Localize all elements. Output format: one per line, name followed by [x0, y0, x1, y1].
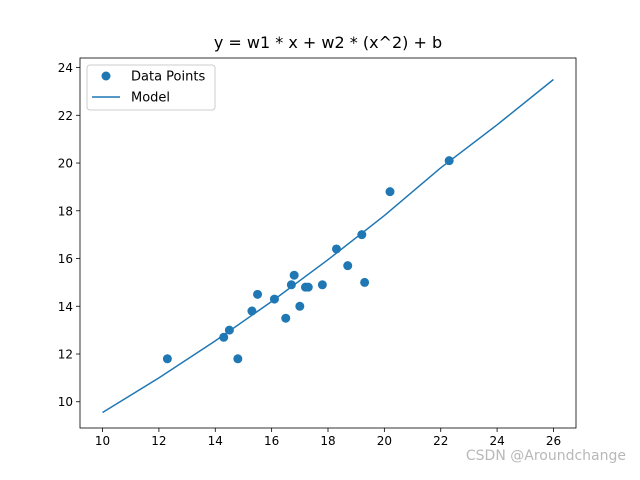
- data-point: [269, 294, 279, 304]
- x-tick-label: 14: [208, 434, 223, 448]
- model-line: [102, 78, 554, 414]
- data-point: [224, 325, 234, 335]
- y-tick-label: 12: [58, 348, 73, 362]
- x-tick-label: 18: [320, 434, 335, 448]
- data-point: [295, 301, 305, 311]
- data-point: [303, 282, 313, 292]
- data-point: [281, 313, 291, 323]
- legend: Data Points Model: [86, 64, 216, 111]
- x-tick-label: 26: [546, 434, 561, 448]
- data-point: [444, 156, 454, 166]
- data-points: [162, 156, 454, 364]
- data-point: [286, 280, 296, 290]
- plot-frame: [79, 57, 577, 429]
- data-point: [317, 280, 327, 290]
- chart-title: y = w1 * x + w2 * (x^2) + b: [214, 33, 442, 52]
- legend-box: [86, 64, 216, 111]
- legend-label-data-points: Data Points: [131, 70, 205, 85]
- y-tick-label: 18: [58, 204, 73, 218]
- data-point: [253, 289, 263, 299]
- data-point: [357, 230, 367, 240]
- y-tick-label: 16: [58, 252, 73, 266]
- y-tick-label: 24: [58, 61, 73, 75]
- y-tick-label: 20: [58, 157, 73, 171]
- data-point: [233, 354, 243, 364]
- y-axis-ticks: 10 12 14 16 18 20 22 24: [58, 61, 80, 409]
- data-point: [331, 244, 341, 254]
- data-point: [247, 306, 257, 316]
- data-point: [162, 354, 172, 364]
- legend-marker-data-points: [101, 71, 111, 81]
- x-tick-label: 16: [264, 434, 279, 448]
- y-tick-label: 10: [58, 395, 73, 409]
- x-axis-ticks: 10 12 14 16 18 20 22 24 26: [95, 428, 561, 448]
- x-tick-label: 22: [433, 434, 448, 448]
- x-tick-label: 20: [377, 434, 392, 448]
- data-point: [360, 277, 370, 287]
- data-point: [385, 187, 395, 197]
- watermark: CSDN @Aroundchange: [465, 448, 626, 464]
- x-tick-label: 24: [489, 434, 504, 448]
- legend-label-model: Model: [131, 91, 170, 106]
- data-point: [219, 332, 229, 342]
- x-tick-label: 10: [95, 434, 110, 448]
- data-point: [343, 261, 353, 271]
- y-tick-label: 22: [58, 109, 73, 123]
- x-tick-label: 12: [151, 434, 166, 448]
- y-tick-label: 14: [58, 300, 73, 314]
- data-point: [289, 270, 299, 280]
